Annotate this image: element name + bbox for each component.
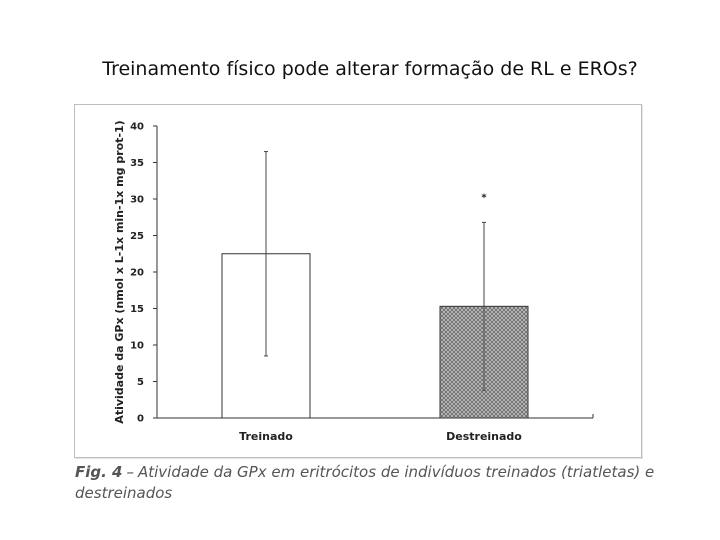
y-tick-label: 15 (130, 304, 144, 315)
figure-caption: Fig. 4– Atividade da GPx em eritrócitos d… (75, 462, 675, 504)
figure-frame: 0 5 10 15 20 25 30 35 40 Treinado Destreinado * Ati… (74, 104, 642, 458)
y-tick-label: 0 (137, 414, 144, 425)
y-tick-label: 30 (130, 195, 144, 206)
caption-text: Atividade da GPx em eritrócitos de indiv… (75, 463, 655, 502)
y-tick-label: 10 (130, 341, 144, 352)
y-tick-label: 25 (130, 231, 144, 242)
y-tick-label: 5 (137, 377, 144, 388)
slide-title: Treinamento físico pode alterar formação… (102, 58, 638, 80)
significance-marker: * (481, 192, 487, 203)
y-axis-label: Atividade da GPx (nmol x L-1x min-1x mg … (113, 120, 126, 423)
y-tick-label: 20 (130, 268, 144, 279)
plot-area: 0 5 10 15 20 25 30 35 40 Treinado Destreinado * (130, 122, 594, 443)
x-tick-label: Treinado (239, 430, 293, 443)
figure-label: Fig. 4 (75, 463, 123, 481)
y-tick-label: 40 (130, 122, 144, 133)
caption-dash: – (126, 463, 134, 481)
x-tick-label: Destreinado (446, 430, 522, 443)
y-tick-label: 35 (130, 158, 144, 169)
bar-chart: 0 5 10 15 20 25 30 35 40 Treinado Destreinado * Ati… (113, 120, 594, 443)
